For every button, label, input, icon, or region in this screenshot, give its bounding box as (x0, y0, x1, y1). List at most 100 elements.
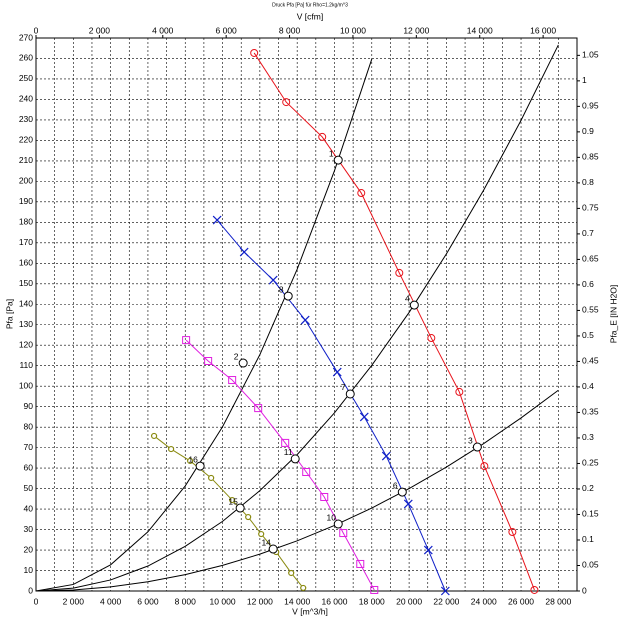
marker (403, 499, 413, 509)
marker (381, 451, 391, 461)
y-tick-label: 230 (19, 114, 33, 124)
x-tick-label: 24 000 (471, 596, 497, 606)
y2-tick-label: 0.2 (582, 483, 594, 493)
y-tick-label: 110 (19, 360, 33, 370)
y2-tick-label: 0.1 (582, 534, 594, 544)
y2-tick-label: 0.5 (582, 330, 594, 340)
y2-tick-label: 0.95 (582, 101, 599, 111)
x2-tick-label: 8 000 (279, 25, 301, 35)
x2-axis-label: V [cfm] (297, 11, 323, 21)
y2-tick-label: 0.6 (582, 279, 594, 289)
operating-point (472, 442, 482, 452)
x-tick-label: 4 000 (100, 596, 122, 606)
x-tick-label: 2 000 (63, 596, 85, 606)
marker (395, 268, 404, 277)
y2-tick-label: 1 (582, 75, 587, 85)
operating-point-label: 16 (188, 454, 198, 464)
x-tick-label: 10 000 (210, 596, 236, 606)
x-tick-label: 26 000 (508, 596, 534, 606)
x2-tick-label: 14 000 (467, 25, 493, 35)
y-tick-label: 50 (24, 483, 34, 493)
fan-curve (185, 339, 375, 591)
y-tick-label: 120 (19, 339, 33, 349)
x-tick-label: 12 000 (247, 596, 273, 606)
y-tick-label: 180 (19, 217, 33, 227)
operating-point (283, 291, 293, 301)
operating-point-label: 7 (341, 382, 346, 392)
marker (370, 585, 379, 594)
marker (212, 215, 222, 225)
marker (204, 356, 213, 365)
operating-point (333, 155, 343, 165)
y-tick-label: 160 (19, 258, 33, 268)
x2-tick-label: 0 (34, 25, 39, 35)
marker (427, 334, 436, 343)
x2-tick-label: 4 000 (152, 25, 174, 35)
marker (455, 387, 464, 396)
y2-tick-label: 0.75 (582, 203, 599, 213)
marker (150, 432, 158, 440)
operating-point-label: 10 (327, 512, 337, 522)
marker (168, 445, 175, 453)
chart-title: Druck Pfa [Pa] für Rho=1.2kg/m^3 (272, 2, 348, 8)
operating-point-label: 6 (393, 480, 398, 490)
marker (302, 468, 311, 477)
x-tick-label: 16 000 (321, 596, 347, 606)
marker (182, 336, 191, 345)
fan-curve (153, 435, 304, 589)
operating-point (333, 519, 343, 529)
x-tick-label: 20 000 (396, 596, 422, 606)
y-tick-label: 240 (19, 94, 33, 104)
x-tick-label: 28 000 (545, 596, 571, 606)
y-tick-label: 170 (19, 237, 33, 247)
marker (250, 48, 259, 57)
y-tick-label: 200 (19, 176, 33, 186)
y-tick-label: 20 (24, 544, 34, 554)
operating-point-label: 1 (329, 148, 334, 158)
marker (508, 528, 517, 537)
y2-tick-label: 0.85 (582, 152, 599, 162)
y2-tick-label: 0.4 (582, 381, 594, 391)
marker (480, 462, 489, 471)
y-tick-label: 100 (19, 380, 33, 390)
x2-tick-label: 12 000 (403, 25, 429, 35)
marker (423, 545, 433, 555)
operating-point-label: 8 (279, 284, 284, 294)
marker (300, 315, 310, 325)
y-tick-label: 70 (24, 442, 34, 452)
y-tick-label: 270 (19, 32, 33, 42)
y-tick-label: 220 (19, 135, 33, 145)
x-tick-label: 22 000 (433, 596, 459, 606)
system-curve (35, 44, 559, 592)
marker (208, 474, 215, 482)
operating-point-label: 11 (284, 447, 293, 457)
operating-point (409, 300, 419, 310)
x-tick-label: 0 (34, 596, 39, 606)
x2-tick-label: 16 000 (530, 25, 556, 35)
marker (530, 585, 539, 594)
y-tick-label: 90 (24, 401, 34, 411)
operating-point-label: 15 (228, 496, 238, 506)
operating-point (238, 358, 248, 368)
y-tick-label: 0 (28, 585, 33, 595)
operating-point (290, 454, 300, 464)
y-tick-label: 60 (24, 462, 34, 472)
y-axis-label: Pfa [Pa] (4, 299, 14, 329)
marker (332, 367, 342, 377)
marker (245, 513, 252, 521)
marker (357, 189, 366, 198)
y2-tick-label: 0.3 (582, 432, 594, 442)
marker (288, 569, 295, 577)
x2-tick-label: 6 000 (216, 25, 238, 35)
operating-point (268, 544, 278, 554)
x-tick-label: 18 000 (359, 596, 385, 606)
marker (268, 275, 278, 285)
operating-point (397, 487, 407, 497)
x-tick-label: 8 000 (175, 596, 197, 606)
y2-tick-label: 0.45 (582, 356, 599, 366)
x-tick-label: 14 000 (284, 596, 310, 606)
y2-tick-label: 0.55 (582, 305, 599, 315)
x-tick-label: 6 000 (137, 596, 159, 606)
marker (239, 247, 249, 257)
